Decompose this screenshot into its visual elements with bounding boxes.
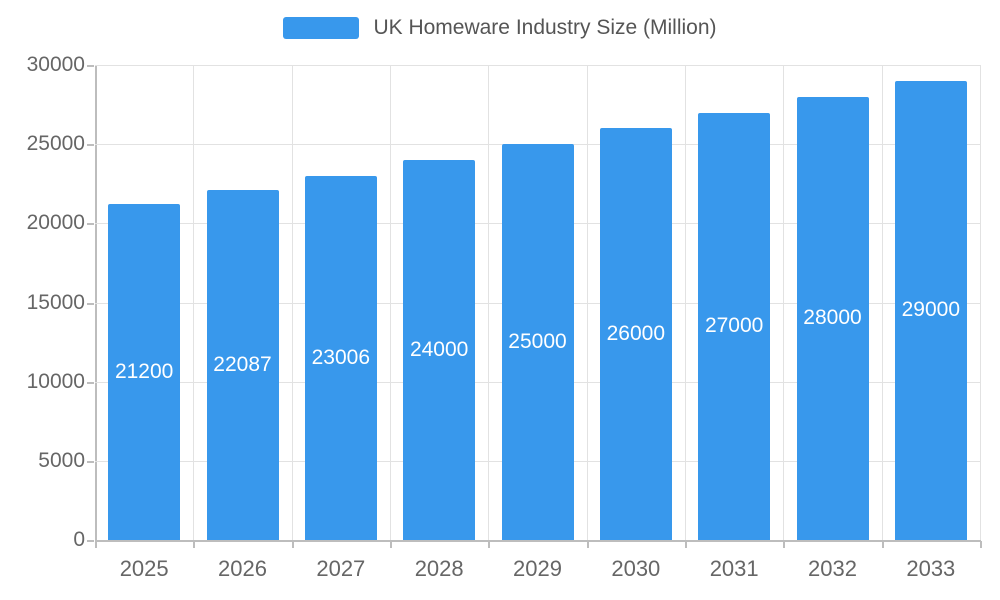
bar: 25000 <box>501 144 574 540</box>
x-axis-tick <box>685 541 687 548</box>
y-axis-tick-label: 15000 <box>26 290 85 314</box>
gridline-vertical <box>291 65 293 540</box>
gridline-vertical <box>488 65 490 540</box>
bar-value-label: 29000 <box>901 298 961 322</box>
x-axis-tick <box>390 541 392 548</box>
bar: 27000 <box>698 112 771 540</box>
x-axis-tick <box>881 541 884 548</box>
gridline-vertical <box>783 65 785 540</box>
x-axis-tick-label: 2031 <box>709 556 759 581</box>
x-axis-tick <box>980 541 982 548</box>
x-axis-tick-label: 2027 <box>316 556 366 581</box>
x-axis-tick-label: 2030 <box>611 556 661 581</box>
y-axis-tick <box>87 302 94 305</box>
gridline-vertical <box>193 65 195 540</box>
y-axis-tick-label: 30000 <box>26 53 85 76</box>
y-axis-tick-label: 20000 <box>26 211 85 235</box>
x-axis-line <box>95 540 981 542</box>
y-axis-tick-label: 5000 <box>38 448 85 472</box>
bar-value-label: 26000 <box>606 322 666 346</box>
x-axis-tick <box>586 541 589 548</box>
x-axis-tick-label: 2029 <box>513 556 562 581</box>
y-axis-tick-label: 25000 <box>26 132 85 156</box>
bar-value-label: 25000 <box>508 330 567 354</box>
x-axis-tick-label: 2028 <box>414 556 464 581</box>
x-axis-tick-label: 2032 <box>808 556 857 581</box>
bar: 22087 <box>206 190 279 540</box>
y-axis-tick <box>87 460 94 463</box>
legend: UK Homeware Industry Size (Million) <box>0 16 1000 40</box>
bar-value-label: 23006 <box>311 345 371 369</box>
y-axis-tick <box>87 540 94 542</box>
gridline-vertical <box>980 65 981 540</box>
x-axis-tick <box>95 541 97 548</box>
gridline-vertical <box>390 65 391 540</box>
y-axis-tick-label: 10000 <box>26 369 85 393</box>
x-axis-tick-label: 2025 <box>119 556 169 581</box>
legend-swatch[interactable] <box>283 17 360 39</box>
y-axis-tick-label: 0 <box>73 528 85 551</box>
bar: 24000 <box>403 160 476 540</box>
gridline-vertical <box>586 65 588 540</box>
legend-label[interactable]: UK Homeware Industry Size (Million) <box>373 16 717 39</box>
x-axis-tick <box>193 541 196 548</box>
bar-value-label: 27000 <box>704 314 764 338</box>
x-axis-tick <box>783 541 786 548</box>
gridline-vertical <box>881 65 883 540</box>
x-axis-tick <box>488 541 491 548</box>
y-axis-tick <box>87 223 94 226</box>
x-axis-tick-label: 2033 <box>906 556 956 581</box>
bar: 29000 <box>894 80 967 540</box>
bar: 21200 <box>108 204 181 540</box>
gridline-vertical <box>685 65 686 540</box>
plot-area: 21200 22087 23006 24000 25000 26000 27000 28000… <box>95 65 981 540</box>
bar-value-label: 22087 <box>213 353 272 377</box>
y-axis-tick <box>87 381 94 384</box>
y-axis-tick <box>87 144 94 147</box>
x-axis-tick <box>291 541 294 548</box>
bar-value-label: 21200 <box>114 360 174 384</box>
y-axis-tick <box>87 65 94 67</box>
bar-value-label: 24000 <box>409 338 469 361</box>
bar: 23006 <box>304 175 377 540</box>
x-axis-tick-label: 2026 <box>218 556 267 581</box>
gridline-horizontal <box>95 65 980 66</box>
bar-value-label: 28000 <box>803 306 862 330</box>
bar: 28000 <box>796 96 869 540</box>
bar: 26000 <box>599 128 672 540</box>
